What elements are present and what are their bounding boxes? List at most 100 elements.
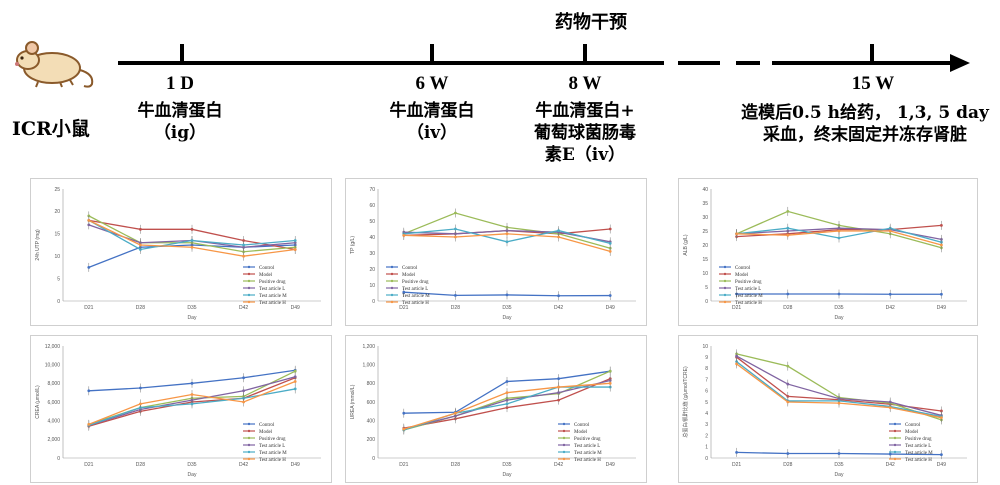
timepoint-desc-6w: 牛血清蛋白 （iv） [377,100,487,144]
data-point [786,382,790,386]
data-point [940,224,943,227]
data-point [293,375,297,379]
data-point [608,227,612,231]
legend-label: Test article L [574,444,600,449]
data-point [242,239,246,242]
data-point [837,452,841,455]
legend-label: Test article L [259,287,285,292]
x-tick-label: D42 [554,305,563,311]
y-tick-label: 4 [705,411,708,417]
data-point [608,250,612,253]
x-tick-label: D28 [451,305,460,311]
legend-label: Test article M [402,294,430,299]
data-point [454,235,457,239]
legend-label: Model [574,430,588,435]
legend-marker [723,279,727,283]
y-tick-label: 800 [367,381,376,387]
y-tick-label: 0 [705,456,708,462]
y-tick-label: 60 [369,203,375,209]
timepoint-label-1d: 1 D [166,73,194,94]
data-point [454,411,457,415]
legend-label: Model [735,273,749,278]
data-point [888,292,892,296]
chart-alb: 0 5 10 15 20 25 30 35 40 D21 D28 D35 D42 D49 Day ALB (g… [678,178,978,326]
y-tick-label: 25 [702,229,708,235]
x-tick-label: D35 [502,305,511,311]
legend-marker [562,457,566,461]
data-point [293,239,297,242]
legend-label: Control [402,266,418,271]
y-tick-label: 40 [702,187,708,193]
legend-label: Positive drug [905,437,932,442]
y-axis-label: CREA (μmol/L) [35,385,41,419]
legend-label: Test article L [402,287,428,292]
y-tick-label: 50 [369,219,375,225]
x-axis-label: Day [188,315,197,321]
legend-marker [247,457,251,461]
data-point [87,423,91,426]
legend-marker [247,286,251,290]
desc-line: 造模后0.5 h给药， 1,3, 5 day [741,103,989,123]
y-tick-label: 400 [367,418,376,424]
legend-marker [562,450,566,454]
data-point [505,293,509,297]
y-tick-label: 12,000 [45,344,61,350]
legend-label: Test article L [259,444,285,449]
data-point [557,391,560,395]
y-axis-label: TP (g/L) [350,236,356,254]
y-tick-label: 1 [705,445,708,451]
legend-marker [562,422,566,426]
x-tick-label: D35 [187,462,196,468]
data-point [786,210,790,213]
y-tick-label: 30 [369,251,375,257]
y-tick-label: 0 [705,299,708,305]
data-point [87,214,91,218]
data-point [735,292,738,296]
data-point [557,294,560,298]
legend-marker [247,436,251,440]
legend-marker [893,436,897,440]
x-tick-label: D49 [606,462,615,468]
y-tick-label: 15 [54,232,60,238]
chart-utp: 0 5 10 15 20 25 D21 D28 D35 D42 D49 Day 24h UTP (mg)… [30,178,332,326]
data-point [888,406,892,409]
legend-marker [247,443,251,447]
timepoint-label-8w: 8 W [568,73,602,94]
y-tick-label: 15 [702,257,708,263]
legend-label: Model [259,273,273,278]
data-point [837,401,841,405]
x-tick-label: D35 [502,462,511,468]
x-tick-label: D49 [937,462,946,468]
legend-marker [247,300,251,304]
y-tick-label: 0 [57,456,60,462]
desc-line: 采血，终末固定并冻存肾脏 [763,125,967,145]
data-point [735,362,738,366]
data-point [139,402,142,406]
x-tick-label: D42 [886,462,895,468]
x-tick-label: D35 [834,305,843,311]
x-tick-label: D21 [732,305,741,311]
y-tick-label: 5 [705,400,708,406]
data-point [454,227,457,231]
x-tick-label: D42 [239,462,248,468]
data-point [608,369,612,373]
intervention-title: 药物干预 [555,12,627,33]
data-point [505,402,509,406]
y-axis-label: ALB (g/L) [683,234,689,255]
legend-marker [390,300,394,304]
data-point [139,227,142,231]
data-point [837,292,841,296]
data-point [402,234,406,237]
desc-line: 牛血清蛋白+ [535,101,635,121]
x-tick-label: D35 [187,305,196,311]
data-point [139,243,142,247]
legend-label: Test article H [735,301,762,306]
data-point [940,409,943,413]
y-tick-label: 35 [702,201,708,207]
data-point [786,233,790,237]
legend-label: Control [259,423,275,428]
chart-crea: 0 2,000 4,000 6,000 8,000 10,000 12,000 D21 D28 D… [30,335,332,483]
legend-marker [390,272,394,276]
data-point [293,248,297,251]
data-point [139,386,142,390]
